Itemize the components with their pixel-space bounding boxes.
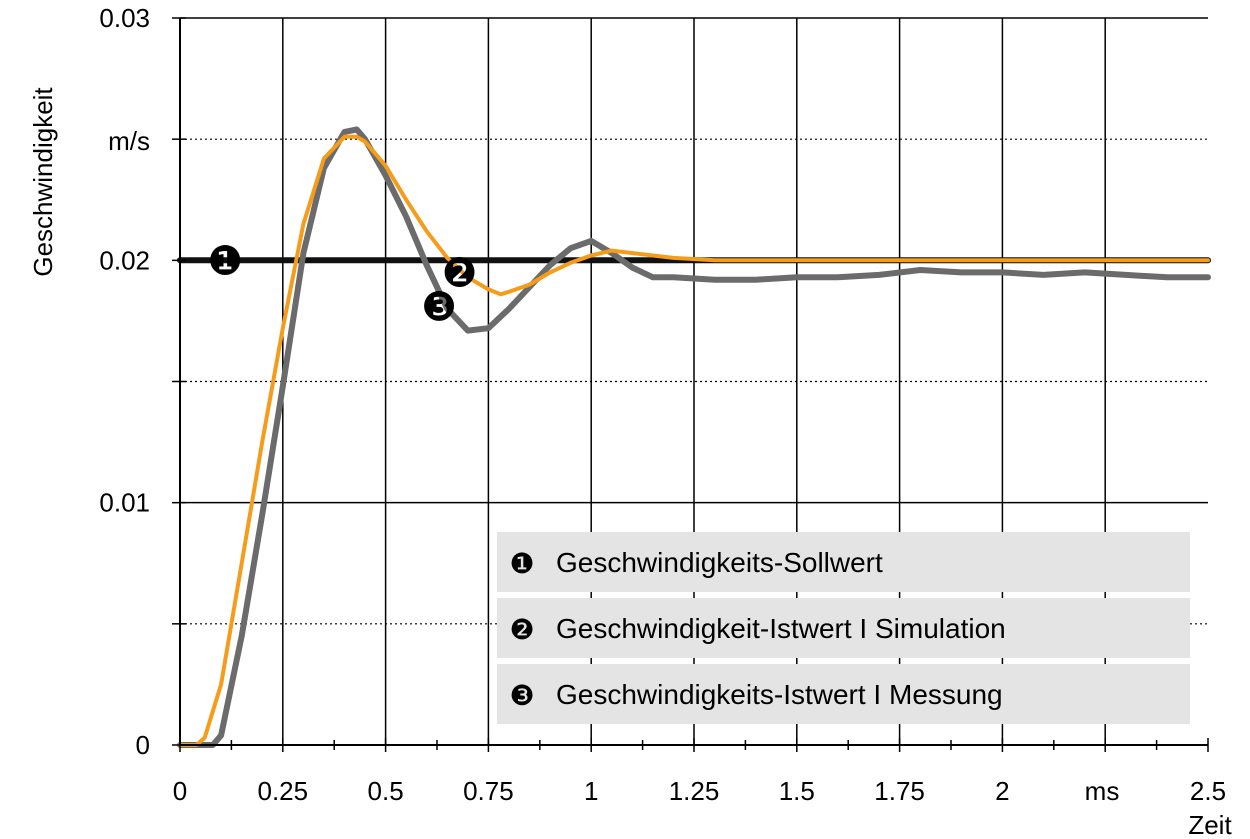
legend-row-background [497, 532, 1190, 592]
y-tick-label: 0.01 [99, 488, 150, 518]
series-line-3 [177, 126, 1211, 748]
legend-item: ❷ Geschwindigkeit-Istwert I Simulation [497, 598, 1190, 658]
legend-marker: ❶ [509, 548, 534, 579]
y-axis-title: Geschwindigkeit [28, 87, 58, 277]
legend-item: ❶ Geschwindigkeits-Sollwert [497, 532, 1190, 592]
series-layer [177, 126, 1211, 748]
series-line-2 [178, 134, 1210, 747]
x-axis-title: Zeit [1188, 810, 1232, 839]
x-tick-label: 1.25 [669, 776, 720, 806]
legend-label: Geschwindigkeits-Sollwert [556, 547, 883, 578]
legend-row-background [497, 598, 1190, 658]
legend-row-background [497, 664, 1190, 724]
legend-item: ❸ Geschwindigkeits-Istwert I Messung [497, 664, 1190, 724]
x-tick-label: 1.75 [874, 776, 925, 806]
x-tick-label: 2 [995, 776, 1009, 806]
axes [172, 17, 1209, 752]
y-unit-label: m/s [108, 126, 150, 156]
series-marker-label: ❸ [421, 285, 457, 329]
legend-marker: ❸ [509, 680, 534, 711]
tick-labels: 0 0.25 0.5 0.75 1 1.25 1.5 1.75 2 2.5 0 0.01 0.02 0.0… [99, 3, 1226, 806]
legend: ❶ Geschwindigkeits-Sollwert ❷ Geschwindigke… [497, 532, 1190, 724]
annotations: ❶ ❷❸ [207, 239, 477, 329]
x-tick-label: 0.25 [257, 776, 308, 806]
x-tick-label: 0.5 [368, 776, 404, 806]
series-marker-3: ❸ [421, 285, 457, 329]
series-marker-1: ❶ [207, 239, 243, 283]
series-marker-label: ❶ [207, 239, 243, 283]
legend-marker: ❷ [509, 614, 534, 645]
x-tick-label: 0.75 [463, 776, 514, 806]
y-tick-label: 0.02 [99, 245, 150, 275]
x-unit-label: ms [1085, 776, 1120, 806]
series-marker-label: ❷ [442, 251, 478, 295]
legend-label: Geschwindigkeits-Istwert I Messung [556, 679, 1003, 710]
legend-label: Geschwindigkeit-Istwert I Simulation [556, 613, 1006, 644]
x-tick-label: 1.5 [779, 776, 815, 806]
y-tick-label: 0 [136, 730, 150, 760]
x-tick-label: 0 [173, 776, 187, 806]
x-tick-label: 2.5 [1190, 776, 1226, 806]
series-marker-2: ❷ [442, 251, 478, 295]
y-tick-label: 0.03 [99, 3, 150, 33]
x-tick-label: 1 [584, 776, 598, 806]
